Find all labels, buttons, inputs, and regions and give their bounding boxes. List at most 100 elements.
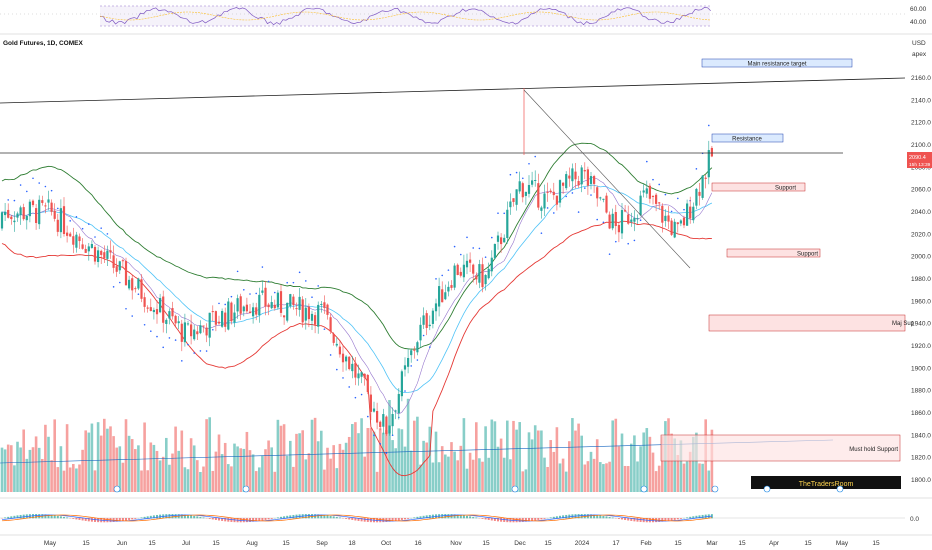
macd-histogram-bar — [348, 518, 351, 520]
annotations[interactable]: Main resistance target Resistance Suppor… — [0, 58, 915, 464]
candle-body — [531, 180, 534, 185]
candle-body — [537, 183, 540, 208]
volume-bar — [471, 459, 475, 492]
price-axis[interactable]: 2160.02140.02120.02100.02080.02060.02040… — [911, 75, 931, 484]
volume-bar — [676, 455, 680, 492]
sar-dot — [125, 307, 127, 310]
ma2-line — [1, 177, 713, 415]
sar-dot — [305, 280, 307, 282]
candle-body — [38, 199, 41, 225]
volume-bar — [72, 463, 75, 492]
candle-body — [93, 246, 97, 262]
volume-bar — [165, 437, 168, 492]
macd-histogram-bar — [617, 518, 620, 519]
event-markers[interactable] — [113, 485, 844, 493]
volume-bar — [406, 398, 410, 492]
candle-body — [512, 198, 515, 202]
volume-bar — [462, 418, 466, 492]
event-marker-icon[interactable] — [763, 485, 771, 493]
candle-body — [186, 323, 190, 325]
volume-bar — [127, 435, 131, 492]
event-marker-icon[interactable] — [242, 485, 250, 493]
candle-body — [589, 176, 593, 184]
candle-body — [360, 372, 363, 377]
macd-histogram-bar — [317, 514, 320, 519]
volume-bar — [338, 443, 342, 492]
candle-body — [630, 219, 633, 222]
volume-bar — [397, 428, 401, 492]
macd-histogram-bar — [13, 515, 16, 519]
macd-histogram-bar — [425, 515, 428, 519]
candle-body — [527, 184, 531, 194]
must-hold-box — [660, 434, 901, 462]
candle-body — [562, 182, 565, 186]
volume-bar — [124, 419, 128, 492]
time-axis[interactable]: May 15 Jun 15 Jul 15 Aug 15 Sep 18 Oct 16 Nov 15 Dec 15… — [44, 540, 880, 547]
sar-dot — [354, 396, 357, 399]
sar-dot — [199, 350, 202, 352]
candle-body — [205, 327, 208, 336]
macd-histogram-bar — [679, 518, 682, 519]
sar-dot — [565, 195, 567, 198]
volume-bar — [602, 464, 605, 492]
sar-dot — [478, 247, 481, 250]
candle-body — [651, 195, 655, 197]
volume-bar — [444, 454, 447, 492]
candlestick-series — [0, 140, 713, 436]
time-tick: May — [44, 540, 57, 547]
volume-bar — [183, 467, 187, 492]
volume-bar — [546, 466, 549, 492]
sar-dot — [317, 285, 320, 287]
volume-bar — [344, 442, 348, 492]
volume-bar — [512, 420, 515, 492]
candle-body — [534, 180, 537, 182]
sar-dot — [323, 328, 326, 330]
volume-bar — [332, 445, 335, 492]
event-marker-icon[interactable] — [711, 485, 719, 493]
volume-bar — [623, 465, 627, 492]
event-marker-icon[interactable] — [113, 485, 121, 493]
candle-body — [655, 194, 658, 204]
macd-histogram-bar — [497, 518, 499, 522]
time-tick: 15 — [148, 540, 156, 547]
sar-dot — [584, 187, 586, 189]
volume-bar — [589, 451, 593, 492]
macd-histogram-bar — [686, 517, 689, 519]
candle-body — [400, 371, 403, 397]
main-resistance-label: Main resistance target — [747, 62, 806, 68]
price-tick: 1960.0 — [911, 298, 931, 305]
volume-bar — [273, 471, 277, 492]
volume-bar — [385, 430, 388, 492]
volume-bar — [186, 469, 190, 492]
sar-dot — [50, 189, 53, 192]
sar-dot — [75, 216, 78, 218]
volume-bar — [223, 442, 227, 492]
candle-body — [146, 307, 149, 309]
volume-bar — [428, 426, 432, 492]
event-marker-icon[interactable] — [511, 485, 519, 493]
candle-body — [434, 303, 438, 312]
sar-dot — [627, 242, 629, 245]
event-marker-icon[interactable] — [640, 485, 648, 493]
candle-body — [10, 216, 13, 220]
volume-bar — [44, 424, 47, 492]
macd-histogram-bar — [419, 516, 422, 519]
candle-body — [493, 244, 496, 259]
sar-dot — [652, 178, 654, 181]
watermark-label: TheTradersRoom — [799, 481, 854, 488]
event-marker-icon[interactable] — [836, 485, 844, 493]
volume-bar — [682, 463, 686, 492]
candle-body — [689, 206, 692, 219]
macd-histogram-bar — [633, 518, 636, 522]
candle-body — [465, 260, 469, 268]
resistance-box — [711, 133, 784, 143]
volume-bar — [540, 430, 543, 492]
volume-bar — [19, 447, 22, 492]
candle-body — [624, 210, 627, 212]
volume-bar — [304, 459, 308, 492]
candle-body — [472, 264, 475, 274]
candle-body — [245, 304, 248, 312]
candle-body — [143, 297, 146, 307]
sar-dot — [546, 207, 549, 209]
